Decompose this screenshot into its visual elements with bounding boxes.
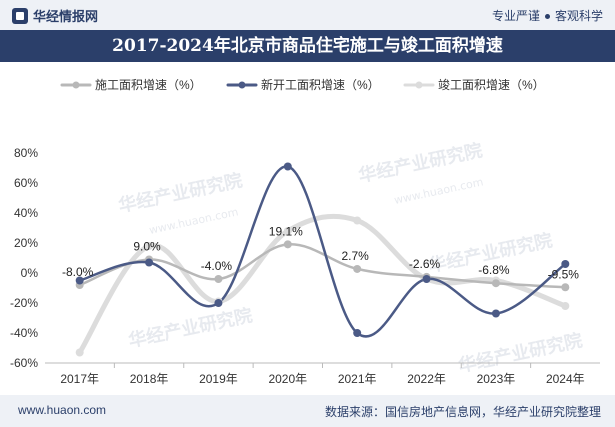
legend-label-1: 施工面积增速（%） [95,78,202,92]
data-label: -4.0% [201,259,233,273]
data-label: -2.6% [409,257,441,271]
series-3-point [561,302,570,310]
series-2-point [491,309,500,318]
website-link[interactable]: www.huaon.com [18,403,107,417]
series-1-point [214,275,223,283]
series-1-point [353,264,362,273]
series-2-point [214,299,223,307]
slogan: 专业严谨 客观科学 [492,7,603,24]
data-label: 9.0% [133,240,161,254]
legend-label-3: 竣工面积增速（%） [438,77,545,92]
watermark-text: 华经产业研究院 [126,304,254,352]
series-2-point [283,162,292,171]
y-tick-label: 20% [14,236,38,250]
data-label: -8.0% [62,265,94,279]
brand[interactable]: 华经情报网 [12,6,98,25]
y-tick-label: -40% [10,326,38,340]
legend-label-2: 新开工面积增速（%） [261,77,380,92]
x-tick-label: 2024年 [546,372,585,386]
chart-title: 2017-2024年北京市商品住宅施工与竣工面积增速 [112,36,503,56]
slogan-left: 专业严谨 [491,9,540,23]
line-chart: 华经产业研究院华经产业研究院华经产业研究院华经产业研究院华经产业研究院www.h… [10,77,600,386]
series-2-point [353,329,362,337]
y-tick-label: 80% [14,146,38,160]
data-label: -6.8% [478,263,510,277]
watermark-text: 华经产业研究院 [456,329,584,377]
series-line-2 [78,165,567,338]
series-1-point [283,240,292,249]
y-tick-label: 60% [14,176,38,190]
footer-bar: www.huaon.com 数据来源：国信房地产信息网，华经产业研究院整理 [0,395,615,427]
series-2-point [75,276,84,285]
x-tick-label: 2018年 [130,372,169,386]
series-2-point [561,260,570,268]
slogan-right: 客观科学 [554,9,603,23]
series-3-point [75,348,84,357]
brand-name: 华经情报网 [33,9,99,24]
series-3-point [353,216,362,225]
legend-marker-3 [415,81,423,89]
y-tick-label: 40% [14,206,38,220]
series-3-point [283,227,292,235]
x-tick-label: 2017年 [60,372,99,386]
data-label: 2.7% [342,249,370,263]
legend-marker-1 [72,81,80,89]
title-bar: 2017-2024年北京市商品住宅施工与竣工面积增速 [0,30,615,62]
watermark-url: www.huaon.com [393,175,485,207]
series-1-point [491,279,500,288]
y-tick-label: -20% [10,296,38,310]
bullet-dot-icon [544,14,550,20]
brand-logo-icon [12,7,28,24]
series-1-point [561,283,570,292]
x-tick-label: 2019年 [199,372,238,386]
series-line-1 [78,243,567,289]
top-bar: 华经情报网 专业严谨 客观科学 [0,0,615,30]
series-2-point [145,258,154,267]
legend-marker-2 [238,81,246,89]
data-label: 19.1% [269,224,303,238]
data-label: -9.5% [548,267,580,281]
data-source: 数据来源：国信房地产信息网，华经产业研究院整理 [324,405,601,419]
y-tick-label: -60% [10,356,38,370]
x-tick-label: 2020年 [268,372,307,386]
series-3-point [145,242,154,250]
x-tick-label: 2022年 [407,372,446,386]
x-tick-label: 2021年 [338,372,377,386]
watermark-url: www.huaon.com [148,205,240,237]
series-2-point [422,275,431,283]
y-tick-label: 0% [21,266,39,280]
x-tick-label: 2023年 [477,372,516,386]
